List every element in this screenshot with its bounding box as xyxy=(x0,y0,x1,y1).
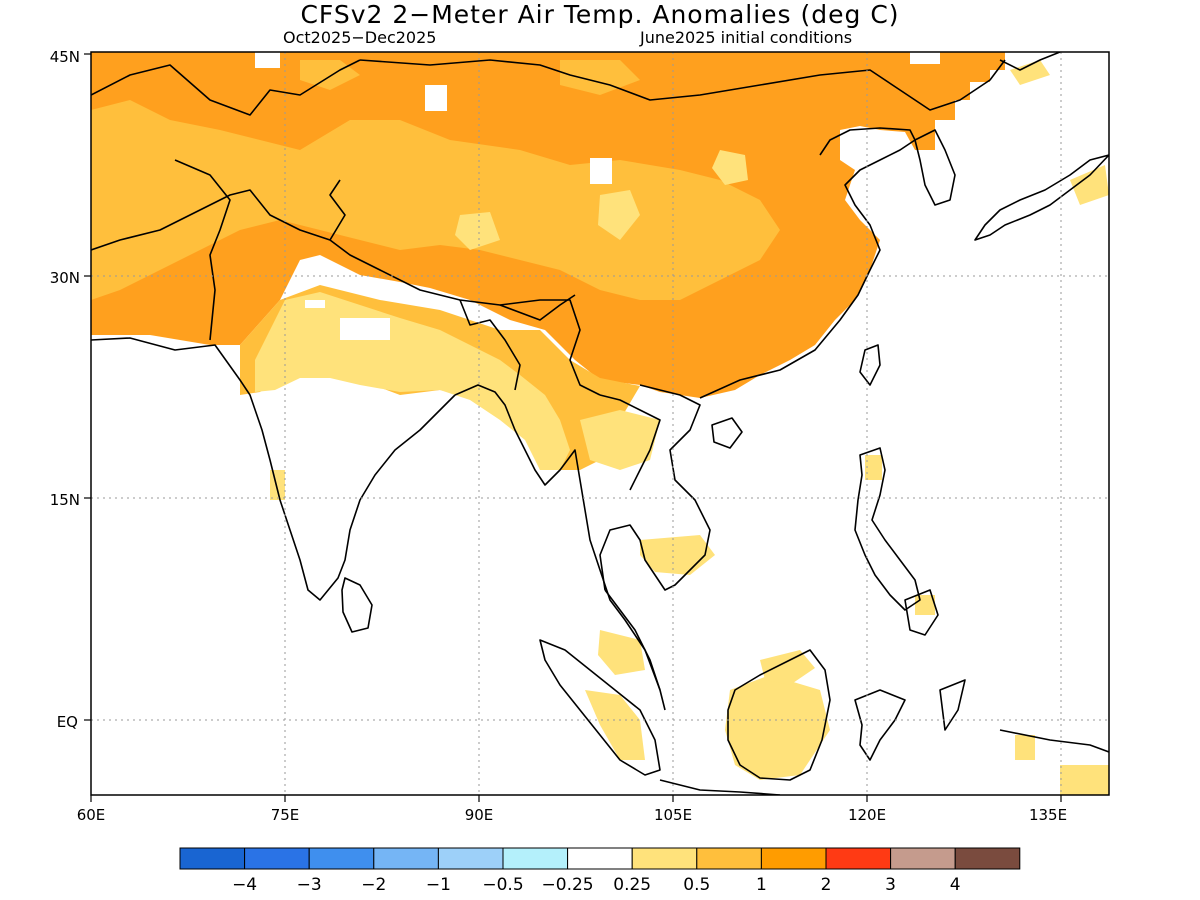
colorbar: −4 −3 −2 −1 −0.5 −0.25 0.25 0.5 1 2 3 4 xyxy=(179,847,1021,895)
colorbar-label: −0.5 xyxy=(482,875,523,895)
map-area xyxy=(91,52,1109,795)
anomaly-region-weak xyxy=(255,60,1109,795)
colorbar-label: −3 xyxy=(297,875,322,895)
map-frame xyxy=(90,51,1110,796)
colorbar-swatch xyxy=(437,847,504,870)
colorbar-swatch xyxy=(179,847,246,870)
colorbar-label: −0.25 xyxy=(542,875,594,895)
colorbar-swatch xyxy=(502,847,569,870)
colorbar-swatch xyxy=(954,847,1021,870)
lon-label-120e: 120E xyxy=(848,806,886,824)
colorbar-swatch xyxy=(825,847,892,870)
lat-label-eq: EQ xyxy=(57,713,78,731)
colorbar-label: 3 xyxy=(885,875,896,895)
map-title: CFSv2 2−Meter Air Temp. Anomalies (deg C… xyxy=(300,0,900,29)
graticule xyxy=(91,52,1109,795)
longitude-labels: 60E 75E 90E 105E 120E 135E xyxy=(77,806,1067,824)
tick-marks xyxy=(84,53,1062,802)
lat-label-30n: 30N xyxy=(50,269,80,287)
colorbar-label: 0.25 xyxy=(613,875,651,895)
lat-label-45n: 45N xyxy=(50,48,80,66)
colorbar-label: −4 xyxy=(232,875,257,895)
colorbar-label: −1 xyxy=(426,875,451,895)
colorbar-swatch xyxy=(373,847,439,870)
colorbar-label: −2 xyxy=(361,875,386,895)
colorbar-swatch xyxy=(567,847,633,870)
forecast-period: Oct2025−Dec2025 xyxy=(283,28,437,47)
lon-label-60e: 60E xyxy=(77,806,106,824)
colorbar-swatch xyxy=(631,847,698,870)
lat-label-15n: 15N xyxy=(50,491,80,509)
coastlines-and-borders xyxy=(91,52,1109,795)
colorbar-label: 2 xyxy=(821,875,832,895)
lon-label-75e: 75E xyxy=(271,806,300,824)
colorbar-swatch xyxy=(760,847,827,870)
colorbar-swatch xyxy=(890,847,956,870)
lon-label-105e: 105E xyxy=(654,806,692,824)
latitude-labels: 45N 30N 15N EQ xyxy=(50,48,80,731)
colorbar-label: 1 xyxy=(756,875,767,895)
colorbar-label: 0.5 xyxy=(683,875,710,895)
colorbar-swatch xyxy=(244,847,310,870)
colorbar-swatch xyxy=(308,847,375,870)
initial-conditions: June2025 initial conditions xyxy=(640,28,853,47)
colorbar-swatch xyxy=(696,847,762,870)
lon-label-90e: 90E xyxy=(465,806,494,824)
colorbar-label: 4 xyxy=(950,875,961,895)
lon-label-135e: 135E xyxy=(1029,806,1067,824)
missing-data-patches xyxy=(255,52,940,340)
